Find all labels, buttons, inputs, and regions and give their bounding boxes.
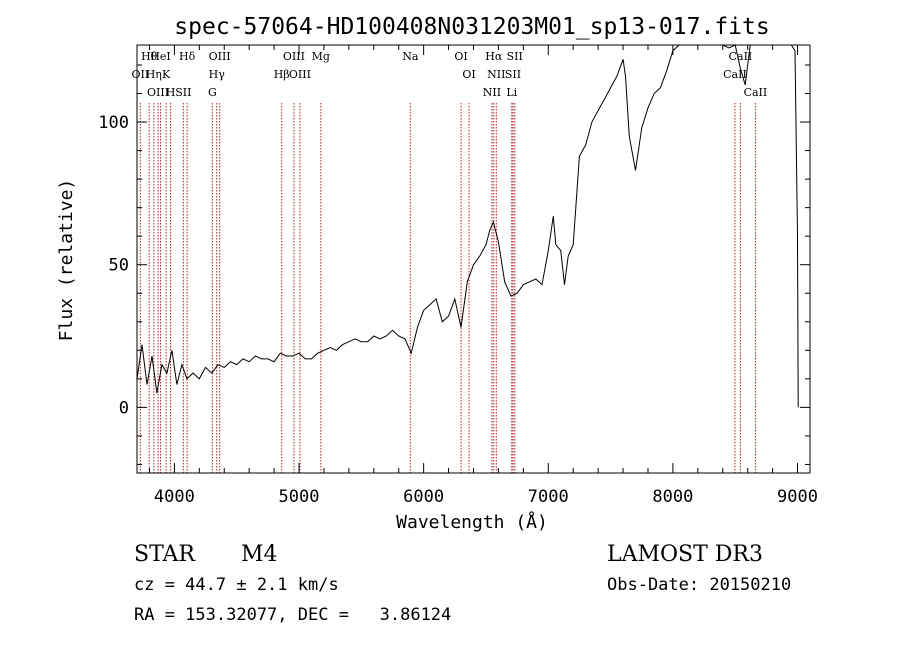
line-label: OIII [209,50,231,63]
line-label: Hδ [179,50,196,63]
line-label: OI [462,68,475,81]
y-axis-ticks: 0 50 100 [98,64,810,465]
coordinates: RA = 153.32077, DEC = 3.86124 [134,605,451,625]
emission-line-markers [139,103,756,473]
line-label: G [208,86,217,99]
line-label: HeI [150,50,170,63]
y-tick-label: 100 [98,113,129,133]
object-type: STAR [134,542,196,567]
line-label: CaII [729,50,753,63]
y-tick-label: 0 [119,398,129,418]
x-tick-label: 9000 [777,487,818,507]
line-label: Hβ [274,68,290,81]
obs-date: Obs-Date: 20150210 [607,575,791,595]
line-label: OII [132,68,150,81]
redshift-cz: cz = 44.7 ± 2.1 km/s [134,575,339,595]
survey-name: LAMOST DR3 [607,542,763,567]
x-tick-label: 7000 [528,487,569,507]
line-label: SII [505,68,521,81]
line-label: OIII [147,86,169,99]
line-label: Mg [312,50,330,63]
x-tick-label: 4000 [154,487,195,507]
line-label: Li [506,86,517,99]
line-label: OIII [289,68,311,81]
y-axis-label: Flux (relative) [56,179,77,342]
line-label: OIII [283,50,305,63]
x-tick-label: 8000 [652,487,693,507]
spectrum-line [136,44,799,408]
line-label: CaII [744,86,768,99]
x-axis-label: Wavelength (Å) [396,511,548,533]
x-tick-label: 6000 [403,487,444,507]
plot-frame [136,44,811,474]
line-label: OI [454,50,467,63]
y-tick-label: 50 [109,256,129,276]
line-label: Hη [146,68,162,81]
line-label: SII [175,86,191,99]
line-label: K [162,68,171,81]
subclass: M4 [241,542,278,567]
chart-title: spec-57064-HD100408N031203M01_sp13-017.f… [174,14,769,40]
line-label: H [166,86,176,99]
line-label: SII [507,50,523,63]
x-axis-ticks: 4000 5000 6000 7000 8000 9000 [148,45,818,507]
line-label: Na [402,50,419,63]
line-label: NII [483,86,501,99]
x-tick-label: 5000 [279,487,320,507]
line-label: Hγ [209,68,226,81]
line-label: Hθ [141,50,158,63]
line-label: NII [487,68,505,81]
line-label: Hα [485,50,503,63]
